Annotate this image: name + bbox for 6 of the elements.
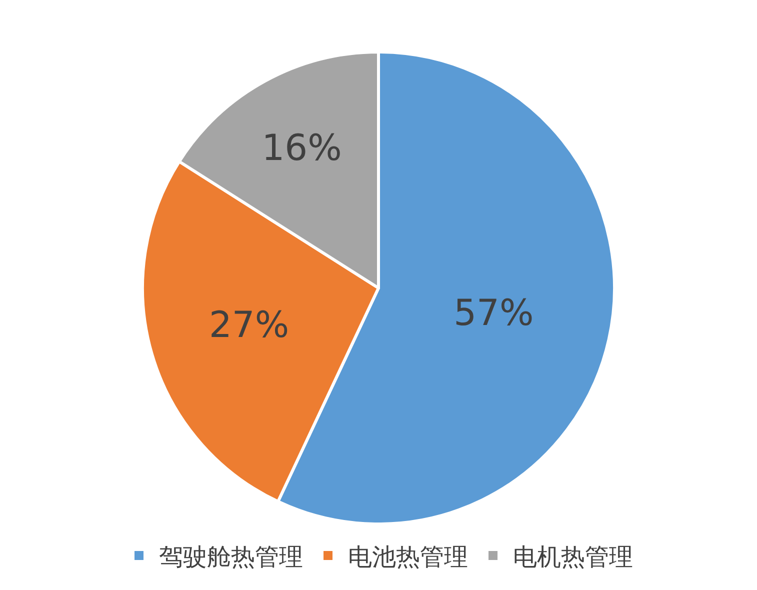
data-label: 57% bbox=[454, 293, 534, 334]
data-label: 16% bbox=[262, 128, 342, 169]
legend-label: 电池热管理 bbox=[348, 542, 468, 571]
data-label: 27% bbox=[209, 305, 290, 346]
legend-label: 驾驶舱热管理 bbox=[159, 542, 303, 571]
legend-label: 电机热管理 bbox=[513, 542, 633, 571]
